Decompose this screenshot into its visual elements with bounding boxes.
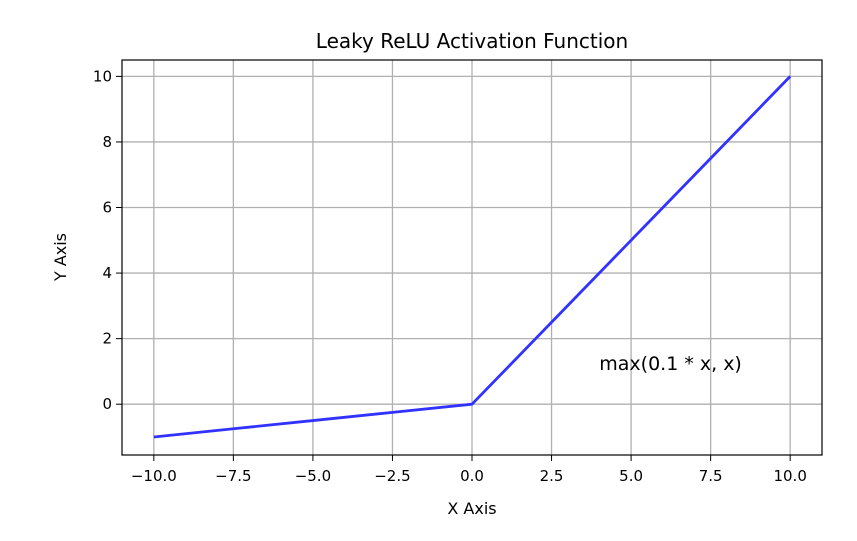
x-tick-label: −5.0 [295,467,331,485]
y-tick-label: 8 [102,133,112,151]
y-tick-label: 2 [102,330,112,348]
x-axis-ticks: −10.0 −7.5 −5.0 −2.5 0.0 2.5 5.0 7.5 10.0 [131,455,807,485]
x-tick-label: 5.0 [619,467,643,485]
x-axis-label: X Axis [447,499,496,518]
x-tick-label: −2.5 [374,467,410,485]
grid-lines [122,60,822,455]
x-tick-label: 7.5 [699,467,723,485]
x-tick-label: −10.0 [131,467,177,485]
y-tick-label: 0 [102,395,112,413]
y-tick-label: 6 [102,199,112,217]
series-layer [153,75,792,439]
y-tick-label: 10 [93,67,112,85]
x-tick-label: 0.0 [460,467,484,485]
y-tick-label: 4 [102,264,112,282]
series-line [153,75,792,439]
y-axis-ticks: 0 2 4 6 8 10 [93,67,122,413]
annotations-layer: max(0.1 * x, x) [599,353,742,375]
y-axis-label: Y Axis [51,233,70,282]
x-tick-label: 10.0 [773,467,806,485]
x-tick-label: −7.5 [215,467,251,485]
formula-annotation: max(0.1 * x, x) [599,353,742,375]
chart-title: Leaky ReLU Activation Function [316,29,628,53]
x-tick-label: 2.5 [540,467,564,485]
